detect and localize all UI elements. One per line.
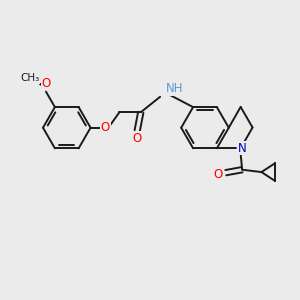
- Text: NH: NH: [166, 82, 183, 95]
- Text: O: O: [214, 168, 223, 181]
- Text: N: N: [238, 142, 247, 155]
- Text: O: O: [41, 77, 51, 90]
- Text: O: O: [101, 121, 110, 134]
- Text: O: O: [133, 132, 142, 145]
- Text: CH₃: CH₃: [20, 73, 39, 83]
